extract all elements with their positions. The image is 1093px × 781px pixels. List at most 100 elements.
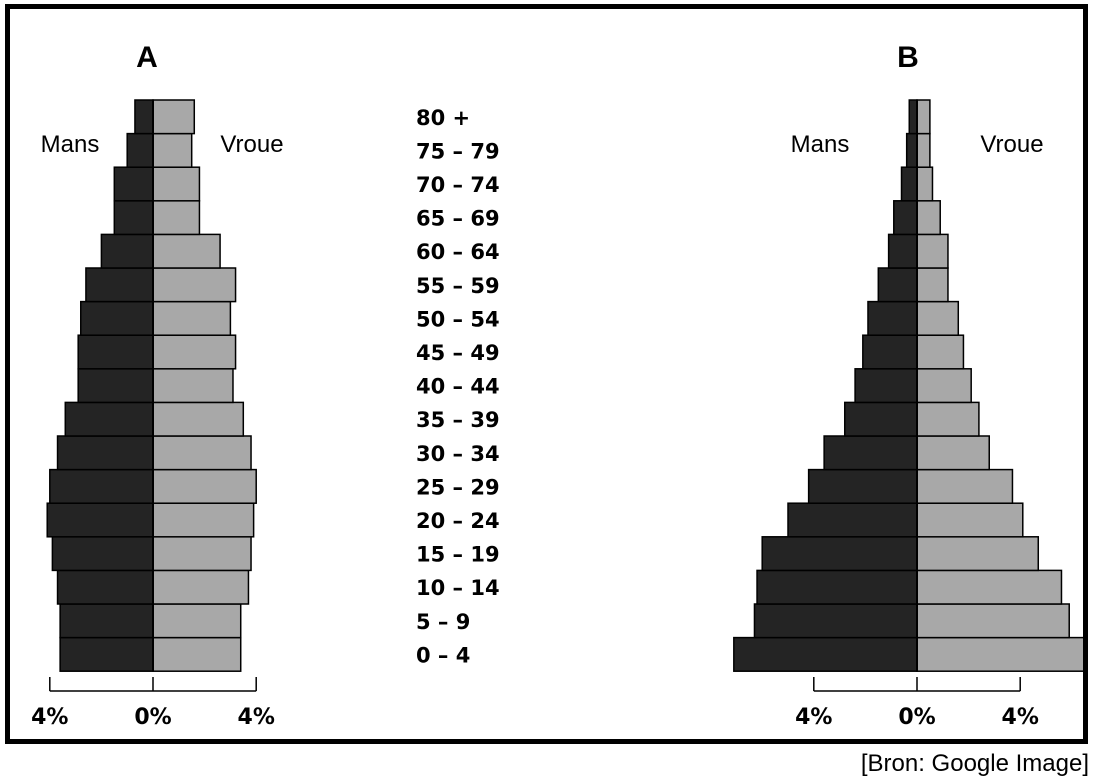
bar-female	[917, 570, 1061, 604]
bar-female	[153, 436, 251, 470]
bar-female	[153, 402, 243, 436]
age-group-label: 10 – 14	[416, 576, 500, 600]
age-group-label: 5 – 9	[416, 610, 470, 634]
bar-female	[153, 503, 254, 537]
age-group-label: 70 – 74	[416, 173, 500, 197]
bar-female	[917, 402, 979, 436]
bar-female	[917, 604, 1069, 638]
x-tick-label: 0%	[134, 705, 171, 730]
bar-female	[153, 302, 230, 336]
bar-male	[734, 638, 917, 672]
x-tick-label: 4%	[238, 705, 275, 730]
pyramid-B-title: B	[897, 41, 919, 74]
bar-male	[127, 134, 153, 168]
bar-female	[153, 604, 241, 638]
bar-male	[58, 570, 153, 604]
figure-frame: A Mans Vroue 4% 0% 4% B Mans Vroue 4% 0% 4% 80 + 75 –…	[5, 4, 1088, 744]
bar-male	[47, 503, 153, 537]
bar-male	[889, 234, 917, 268]
age-group-label: 75 – 79	[416, 139, 500, 163]
age-group-label: 0 – 4	[416, 643, 470, 667]
bar-male	[907, 134, 917, 168]
bar-female	[153, 134, 192, 168]
age-group-label: 50 – 54	[416, 307, 500, 331]
bar-male	[824, 436, 917, 470]
bar-male	[902, 167, 917, 201]
bar-male	[114, 201, 153, 235]
bar-female	[917, 503, 1023, 537]
bar-male	[60, 604, 153, 638]
age-group-label: 15 – 19	[416, 543, 500, 567]
age-group-label: 45 – 49	[416, 341, 500, 365]
bar-female	[153, 100, 194, 134]
age-group-label: 80 +	[416, 106, 470, 130]
bar-male	[762, 537, 917, 571]
female-label: Vroue	[220, 131, 283, 158]
bar-male	[58, 436, 153, 470]
bar-male	[909, 100, 917, 134]
bar-male	[78, 369, 153, 403]
male-label: Mans	[791, 131, 850, 158]
bar-female	[917, 436, 989, 470]
bar-female	[153, 201, 199, 235]
age-group-label: 55 – 59	[416, 274, 500, 298]
bar-male	[52, 537, 153, 571]
bar-male	[81, 302, 153, 336]
bar-female	[153, 167, 199, 201]
x-tick-label: 0%	[898, 705, 935, 730]
bar-female	[153, 470, 256, 504]
age-group-label: 60 – 64	[416, 240, 500, 264]
bar-female	[153, 335, 236, 369]
bar-male	[78, 335, 153, 369]
bar-male	[757, 570, 917, 604]
bar-female	[917, 537, 1038, 571]
bar-male	[863, 335, 917, 369]
bar-male	[135, 100, 153, 134]
bar-male	[878, 268, 917, 302]
age-group-label: 25 – 29	[416, 475, 500, 499]
age-group-label: 65 – 69	[416, 207, 500, 231]
bar-female	[917, 268, 948, 302]
bar-male	[868, 302, 917, 336]
bar-female	[917, 100, 930, 134]
age-group-label: 40 – 44	[416, 375, 500, 399]
female-label: Vroue	[980, 131, 1043, 158]
bar-female	[917, 167, 932, 201]
bar-female	[917, 134, 930, 168]
bar-female	[153, 369, 233, 403]
bar-female	[917, 470, 1012, 504]
pyramid-A-title: A	[136, 41, 158, 74]
bar-male	[114, 167, 153, 201]
bar-female	[917, 335, 963, 369]
bar-male	[809, 470, 917, 504]
bar-male	[86, 268, 153, 302]
bar-female	[153, 537, 251, 571]
bar-female	[153, 234, 220, 268]
bar-female	[917, 234, 948, 268]
bar-male	[845, 402, 917, 436]
bar-female	[153, 570, 248, 604]
bar-female	[917, 302, 958, 336]
bar-female	[917, 369, 971, 403]
bar-female	[917, 638, 1083, 672]
population-pyramids: A Mans Vroue 4% 0% 4% B Mans Vroue 4% 0% 4% 80 + 75 –…	[10, 9, 1083, 739]
age-group-label: 30 – 34	[416, 442, 500, 466]
age-group-label: 20 – 24	[416, 509, 500, 533]
bar-male	[50, 470, 153, 504]
bar-female	[153, 268, 236, 302]
x-tick-label: 4%	[31, 705, 68, 730]
source-caption: [Bron: Google Image]	[861, 750, 1089, 778]
bar-male	[60, 638, 153, 672]
bar-male	[855, 369, 917, 403]
male-label: Mans	[41, 131, 100, 158]
bar-male	[65, 402, 153, 436]
bar-male	[788, 503, 917, 537]
age-group-label: 35 – 39	[416, 408, 500, 432]
bar-female	[153, 638, 241, 672]
bar-male	[894, 201, 917, 235]
bar-male	[101, 234, 153, 268]
bar-female	[917, 201, 940, 235]
x-tick-label: 4%	[1002, 705, 1039, 730]
bar-male	[754, 604, 917, 638]
x-tick-label: 4%	[795, 705, 832, 730]
